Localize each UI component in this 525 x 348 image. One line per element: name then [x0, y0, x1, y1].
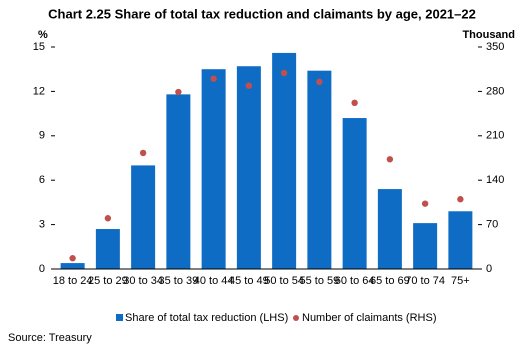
x-tick-label: 30 to 34 — [123, 275, 163, 287]
bar — [448, 211, 473, 269]
chart-title: Chart 2.25 Share of total tax reduction … — [48, 6, 476, 21]
dot — [69, 255, 76, 262]
y2-tick-label: 70 — [486, 219, 498, 231]
y-tick-label: 0 — [39, 263, 45, 275]
x-tick-label: 18 to 24 — [52, 275, 93, 287]
bar — [95, 229, 120, 269]
bar — [236, 66, 261, 270]
bar — [377, 189, 402, 269]
dot — [457, 196, 464, 203]
legend-swatch — [293, 315, 299, 321]
dot — [210, 75, 217, 82]
y2-tick-label: 350 — [486, 41, 504, 53]
dot — [245, 82, 253, 89]
y2-tick-label: 140 — [486, 174, 504, 186]
dot — [351, 99, 358, 107]
bar — [131, 165, 156, 269]
dot — [175, 88, 182, 96]
legend-swatch — [116, 314, 123, 321]
dot — [104, 215, 112, 222]
bar — [342, 118, 367, 269]
dot — [316, 78, 323, 86]
x-tick-label: 75+ — [451, 275, 470, 287]
y-tick-label: 6 — [39, 174, 45, 186]
x-tick-label: 65 to 69 — [369, 275, 410, 287]
x-tick-label: 25 to 29 — [87, 275, 128, 287]
legend-label: Number of claimants (RHS) — [302, 312, 436, 324]
y-axis-label: % — [38, 29, 48, 41]
y-tick-label: 15 — [33, 41, 45, 53]
source: Source: Treasury — [8, 332, 92, 344]
y-tick-label: 12 — [33, 85, 45, 97]
x-tick-label: 70 to 74 — [405, 275, 445, 287]
bar — [413, 223, 438, 269]
x-tick-label: 35 to 39 — [158, 275, 199, 287]
bar — [166, 94, 191, 269]
y-tick-label: 9 — [39, 130, 45, 142]
x-tick-label: 50 to 54 — [264, 275, 304, 287]
dot — [421, 200, 429, 207]
bar — [201, 69, 226, 269]
y-tick-label: 3 — [39, 219, 45, 231]
y2-tick-label: 280 — [486, 85, 504, 97]
x-tick-label: 40 to 44 — [193, 275, 234, 287]
legend-label: Share of total tax reduction (LHS) — [125, 312, 288, 324]
y2-axis-label: Thousand — [462, 29, 515, 41]
bar — [60, 263, 85, 269]
x-tick-label: 60 to 64 — [334, 275, 375, 287]
x-tick-label: 45 to 49 — [228, 275, 269, 287]
bar — [307, 70, 332, 270]
y2-tick-label: 0 — [486, 263, 492, 275]
bar — [272, 52, 297, 269]
dot — [386, 156, 394, 163]
x-tick-label: 55 to 59 — [299, 275, 340, 287]
y2-tick-label: 210 — [486, 130, 504, 142]
dot — [139, 149, 147, 157]
dot — [280, 69, 288, 77]
